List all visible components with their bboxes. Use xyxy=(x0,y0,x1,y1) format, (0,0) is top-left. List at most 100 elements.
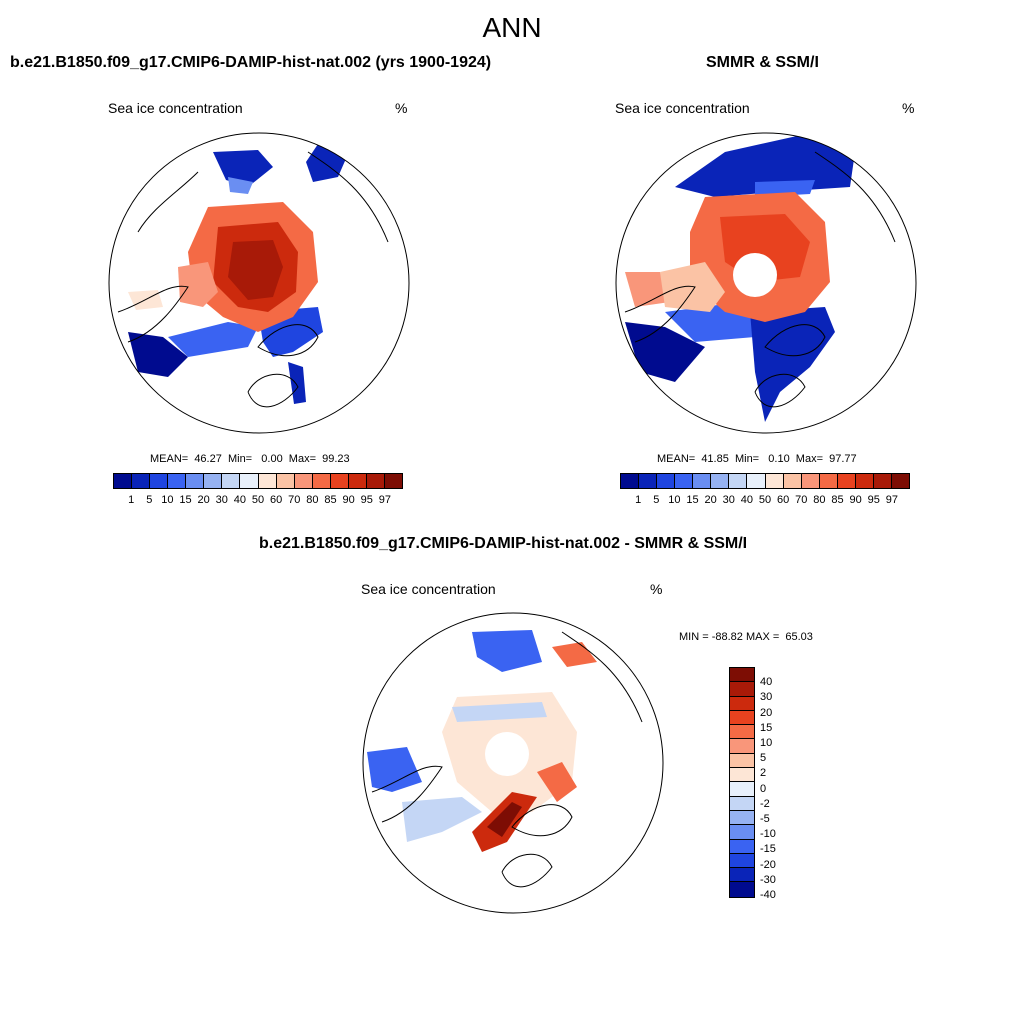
colorbar-swatch xyxy=(258,474,277,488)
model-coast-canada xyxy=(117,285,189,343)
obs-ice-baltic xyxy=(750,307,835,422)
colorbar-swatch xyxy=(168,474,187,488)
colorbar-swatch xyxy=(730,839,754,854)
obs-ice-rim-edge xyxy=(755,180,815,197)
obs-ice-labrador xyxy=(625,322,705,382)
colorbar-swatch xyxy=(730,768,754,783)
colorbar-swatch xyxy=(639,474,658,488)
diff-hudson-light xyxy=(402,797,482,842)
colorbar-swatch xyxy=(730,739,754,754)
colorbar-tick-label: 70 xyxy=(795,494,808,506)
colorbar-swatch xyxy=(222,474,241,488)
colorbar-tick-label: 15 xyxy=(179,494,192,506)
colorbar-swatch xyxy=(330,474,349,488)
model-coast-greenland xyxy=(257,324,319,357)
colorbar-swatch xyxy=(657,474,676,488)
diff-coast-greenland xyxy=(511,804,573,837)
colorbar-tick-label: 70 xyxy=(288,494,301,506)
colorbar-tick-label: 40 xyxy=(233,494,246,506)
colorbar-tick-label: -40 xyxy=(760,889,776,901)
colorbar-swatch xyxy=(348,474,367,488)
diff-units-label: % xyxy=(650,581,663,597)
diff-coast-europe xyxy=(501,853,553,888)
colorbar-swatch xyxy=(730,668,754,683)
colorbar-tick-label: 10 xyxy=(668,494,681,506)
colorbar-swatch xyxy=(730,810,754,826)
colorbar-tick-label: 10 xyxy=(760,737,773,749)
colorbar-tick-label: 10 xyxy=(161,494,174,506)
model-ice-bering-edge xyxy=(228,177,253,194)
colorbar-tick-label: 5 xyxy=(653,494,660,506)
colorbar-swatch xyxy=(621,474,640,488)
colorbar-tick-label: 40 xyxy=(740,494,753,506)
obs-pole-hole xyxy=(733,253,777,297)
colorbar-tick-label: 1 xyxy=(128,494,135,506)
colorbar-tick-label: 30 xyxy=(760,691,773,704)
obs-coast-greenland xyxy=(764,324,826,357)
obs-variable-label: Sea ice concentration xyxy=(615,100,750,116)
model-ice-greenland-sea xyxy=(213,150,273,187)
colorbar-tick-label: 97 xyxy=(378,494,391,506)
colorbar-swatch xyxy=(240,474,259,488)
colorbar-tick-label: 30 xyxy=(215,494,228,506)
colorbar-swatch xyxy=(747,474,766,488)
colorbar-tick-label: -30 xyxy=(760,873,776,886)
diff-greenland-dark xyxy=(487,802,522,837)
colorbar-swatch xyxy=(730,682,754,697)
model-colorbar xyxy=(113,473,403,489)
colorbar-swatch xyxy=(730,725,754,740)
colorbar-swatch xyxy=(730,696,754,711)
colorbar-swatch xyxy=(150,474,169,488)
colorbar-swatch xyxy=(730,753,754,769)
colorbar-tick-label: 20 xyxy=(197,494,210,506)
colorbar-tick-label: 50 xyxy=(251,494,265,506)
obs-coast-europe xyxy=(754,373,806,408)
model-variable-label: Sea ice concentration xyxy=(108,100,243,116)
colorbar-tick-label: 0 xyxy=(760,782,767,795)
diff-pole-hole xyxy=(485,732,529,776)
obs-coast-canada xyxy=(624,285,696,343)
colorbar-swatch xyxy=(693,474,712,488)
colorbar-swatch xyxy=(837,474,856,488)
model-stats: MEAN= 46.27 Min= 0.00 Max= 99.23 xyxy=(150,453,350,465)
diff-coast-siberia xyxy=(561,631,643,723)
colorbar-tick-label: 85 xyxy=(324,494,337,506)
colorbar-tick-label: 5 xyxy=(146,494,153,506)
colorbar-tick-label: 90 xyxy=(849,494,862,506)
colorbar-tick-label: 1 xyxy=(635,494,642,506)
colorbar-swatch xyxy=(765,474,784,488)
colorbar-swatch xyxy=(801,474,820,488)
colorbar-swatch xyxy=(711,474,730,488)
colorbar-tick-label: 60 xyxy=(777,494,790,506)
colorbar-tick-label: 20 xyxy=(760,706,773,719)
diff-variable-label: Sea ice concentration xyxy=(361,581,496,597)
diff-colorbar xyxy=(729,667,755,898)
obs-stats: MEAN= 41.85 Min= 0.10 Max= 97.77 xyxy=(657,453,857,465)
diff-polar-map xyxy=(362,612,664,914)
colorbar-tick-label: -2 xyxy=(760,797,770,810)
obs-polar-map xyxy=(615,132,917,434)
model-ice-caa xyxy=(178,262,218,307)
figure-title: ANN xyxy=(482,12,542,43)
colorbar-tick-label: -10 xyxy=(760,828,776,841)
obs-units-label: % xyxy=(902,100,915,116)
colorbar-swatch xyxy=(730,782,754,797)
obs-colorbar xyxy=(620,473,910,489)
colorbar-tick-label: -20 xyxy=(760,858,776,871)
colorbar-swatch xyxy=(730,868,754,883)
diff-panel-title: b.e21.B1850.f09_g17.CMIP6-DAMIP-hist-nat… xyxy=(259,535,748,552)
colorbar-swatch xyxy=(730,853,754,869)
model-units-label: % xyxy=(395,100,408,116)
colorbar-tick-label: 5 xyxy=(760,752,767,765)
colorbar-tick-label: 60 xyxy=(270,494,283,506)
diff-arctic-blue-edge xyxy=(452,702,547,722)
colorbar-tick-label: 30 xyxy=(722,494,735,506)
diff-north-rim-blue xyxy=(472,630,542,672)
diff-coast-canada xyxy=(371,765,443,823)
colorbar-swatch xyxy=(384,474,402,488)
colorbar-tick-label: 40 xyxy=(760,676,773,689)
colorbar-tick-label: 80 xyxy=(813,494,826,506)
colorbar-tick-label: -5 xyxy=(760,813,770,825)
colorbar-swatch xyxy=(819,474,838,488)
obs-panel-title: SMMR & SSM/I xyxy=(706,54,819,71)
